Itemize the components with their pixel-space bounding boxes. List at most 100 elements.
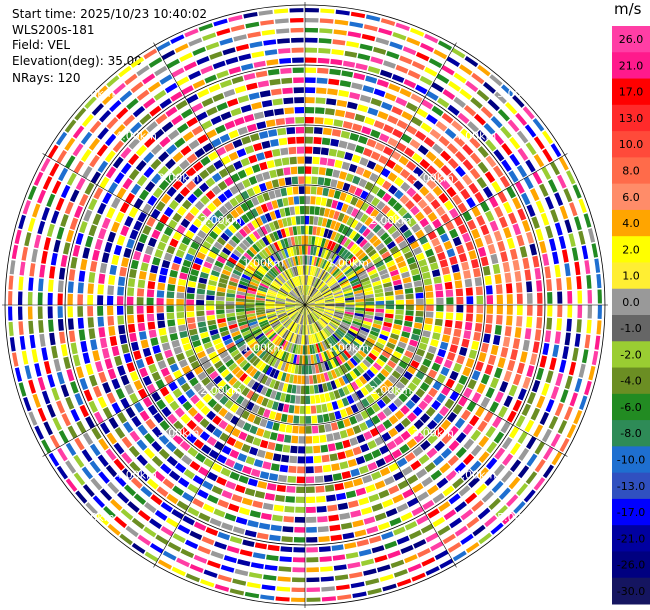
gate-cell [373, 319, 383, 326]
gate-cell [37, 189, 47, 204]
gate-cell [594, 335, 601, 350]
gate-cell [165, 144, 178, 155]
gate-cell [226, 436, 237, 447]
gate-cell [270, 390, 277, 400]
gate-cell [315, 321, 322, 331]
gate-cell [364, 383, 374, 393]
gate-cell [77, 306, 84, 317]
gate-cell [347, 561, 361, 569]
gate-cell [265, 303, 275, 305]
gate-cell [275, 325, 284, 333]
gate-cell [287, 475, 297, 483]
gate-cell [475, 361, 484, 372]
gate-cell [79, 377, 89, 391]
gate-cell [74, 393, 84, 406]
gate-cell [379, 573, 394, 582]
gate-cell [192, 46, 206, 56]
gate-cell [129, 229, 139, 240]
gate-cell [314, 309, 324, 314]
gate-cell [406, 497, 419, 508]
gate-cell [185, 371, 195, 381]
gate-cell [564, 263, 571, 277]
gate-cell [500, 84, 514, 97]
gate-cell [405, 299, 414, 305]
gate-cell [47, 306, 53, 319]
gate-cell [27, 217, 36, 232]
gate-cell [323, 292, 333, 298]
gate-cell [190, 334, 200, 342]
gate-cell [568, 361, 577, 376]
gate-cell [354, 338, 364, 346]
gate-cell [200, 578, 215, 588]
gate-cell [540, 212, 550, 226]
gate-cell [225, 387, 236, 398]
gate-cell [285, 307, 296, 311]
gate-cell [178, 242, 188, 252]
gate-cell [502, 261, 511, 273]
gate-cell [140, 485, 153, 498]
gate-cell [439, 341, 449, 351]
gate-cell [334, 19, 349, 26]
gate-cell [413, 354, 423, 363]
gate-cell [269, 368, 277, 378]
gate-cell [470, 460, 482, 473]
gate-cell [325, 262, 332, 272]
gate-cell [326, 277, 335, 285]
gate-cell [115, 388, 126, 400]
gate-cell [164, 374, 174, 385]
gate-cell [136, 439, 148, 451]
gate-cell [265, 420, 274, 430]
gate-cell [238, 228, 248, 238]
gate-cell [286, 298, 296, 302]
gate-cell [305, 265, 307, 275]
gate-cell [289, 310, 298, 318]
gate-cell [265, 342, 274, 352]
gate-cell [365, 205, 375, 215]
gate-cell [400, 133, 412, 144]
gate-cell [237, 94, 250, 104]
gate-cell [338, 140, 348, 149]
gate-cell [326, 494, 336, 502]
gate-cell [584, 260, 591, 274]
gate-cell [193, 412, 204, 423]
gate-cell [444, 128, 457, 140]
gate-cell [324, 310, 334, 315]
gate-cell [495, 315, 503, 325]
gate-cell [172, 485, 184, 496]
gate-cell [97, 284, 104, 295]
gate-cell [305, 245, 308, 255]
gate-cell [168, 470, 181, 482]
gate-cell [305, 17, 319, 23]
gate-cell [21, 246, 29, 261]
gate-cell [374, 260, 385, 268]
gate-cell [350, 207, 359, 218]
gate-cell [256, 449, 266, 458]
gate-cell [232, 220, 242, 230]
gate-cell [260, 512, 272, 521]
gate-cell [228, 345, 238, 354]
gate-cell [98, 327, 106, 338]
gate-cell [264, 274, 274, 282]
gate-cell [353, 286, 363, 292]
gate-cell [403, 387, 413, 398]
gate-cell [468, 349, 478, 360]
gate-cell [419, 75, 433, 86]
gate-cell [138, 233, 148, 244]
gate-cell [320, 197, 328, 207]
gate-cell [290, 27, 304, 33]
gate-cell [446, 411, 458, 423]
gate-cell [305, 295, 308, 305]
gate-cell [268, 289, 278, 295]
gate-cell [336, 342, 345, 351]
gate-cell [299, 196, 305, 205]
gate-cell [349, 132, 360, 142]
gate-cell [373, 88, 386, 98]
gate-cell [41, 390, 51, 405]
gate-cell [111, 378, 121, 390]
gate-cell [441, 266, 451, 275]
gate-cell [256, 121, 267, 130]
gate-cell [501, 437, 513, 450]
gate-cell [31, 349, 39, 363]
gate-cell [157, 165, 169, 177]
gate-cell [123, 247, 132, 258]
